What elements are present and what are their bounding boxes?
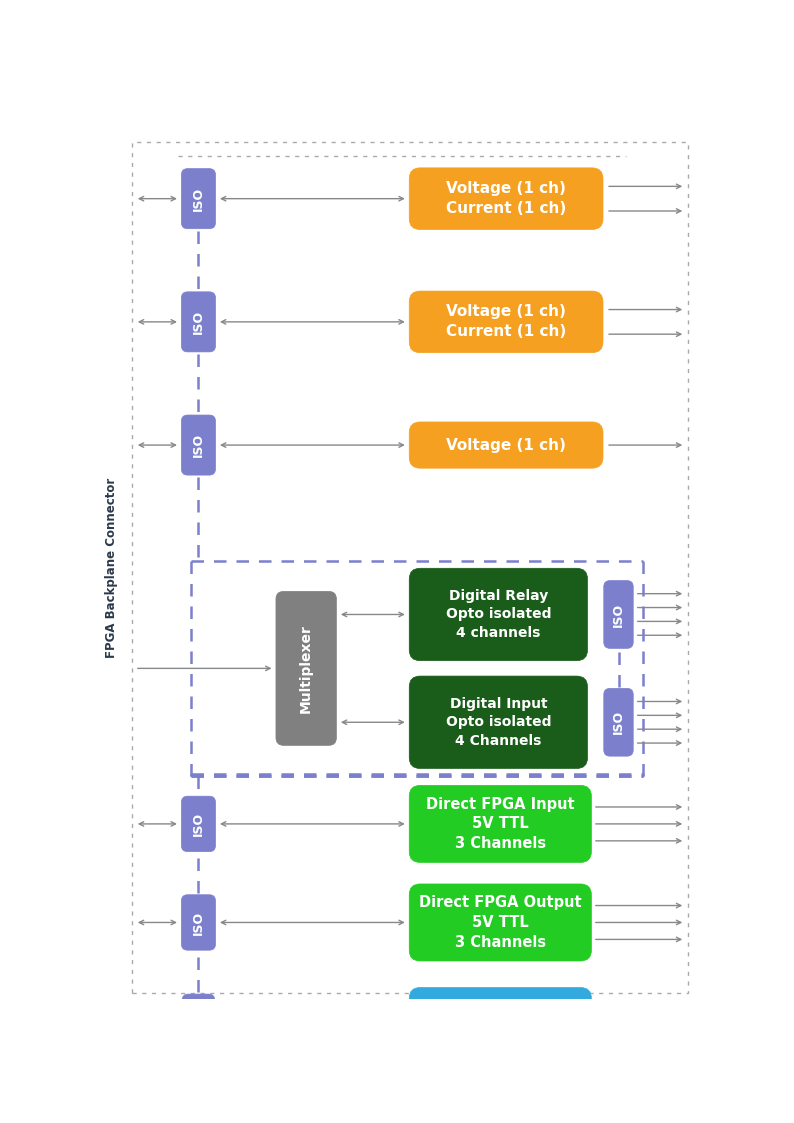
- Text: ISO: ISO: [192, 812, 205, 836]
- Text: ISO: ISO: [192, 433, 205, 457]
- FancyBboxPatch shape: [409, 167, 603, 229]
- FancyBboxPatch shape: [409, 785, 592, 862]
- Text: Direct FPGA Output
5V TTL
3 Channels: Direct FPGA Output 5V TTL 3 Channels: [419, 895, 582, 950]
- Text: ISO: ISO: [612, 710, 625, 734]
- Text: Multiplexer: Multiplexer: [299, 624, 313, 713]
- Text: FPGA Backplane Connector: FPGA Backplane Connector: [105, 478, 118, 658]
- FancyBboxPatch shape: [409, 676, 588, 768]
- Text: Power Supply
5/3.3V @ 25mA: Power Supply 5/3.3V @ 25mA: [435, 999, 565, 1034]
- FancyBboxPatch shape: [409, 422, 603, 468]
- Text: Voltage (1 ch): Voltage (1 ch): [446, 438, 566, 453]
- Text: ISO: ISO: [192, 911, 205, 934]
- FancyBboxPatch shape: [409, 568, 588, 660]
- Text: ISO: ISO: [612, 602, 625, 627]
- FancyBboxPatch shape: [603, 688, 634, 756]
- Text: - DC
+: - DC +: [184, 1002, 213, 1031]
- Text: Digital Relay
Opto isolated
4 channels: Digital Relay Opto isolated 4 channels: [445, 590, 551, 640]
- FancyBboxPatch shape: [276, 592, 337, 746]
- FancyBboxPatch shape: [181, 416, 215, 475]
- Text: Digital Input
Opto isolated
4 Channels: Digital Input Opto isolated 4 Channels: [445, 697, 551, 748]
- Text: Voltage (1 ch)
Current (1 ch): Voltage (1 ch) Current (1 ch): [446, 181, 566, 216]
- FancyBboxPatch shape: [603, 581, 634, 648]
- Text: ISO: ISO: [192, 186, 205, 211]
- FancyBboxPatch shape: [181, 292, 215, 351]
- FancyBboxPatch shape: [182, 994, 214, 1039]
- Text: Direct FPGA Input
5V TTL
3 Channels: Direct FPGA Input 5V TTL 3 Channels: [426, 796, 575, 851]
- FancyBboxPatch shape: [409, 884, 592, 961]
- FancyBboxPatch shape: [181, 168, 215, 229]
- FancyBboxPatch shape: [409, 987, 592, 1046]
- Text: ISO: ISO: [192, 310, 205, 334]
- FancyBboxPatch shape: [181, 796, 215, 851]
- FancyBboxPatch shape: [409, 291, 603, 353]
- Text: Voltage (1 ch)
Current (1 ch): Voltage (1 ch) Current (1 ch): [446, 304, 566, 339]
- FancyBboxPatch shape: [181, 895, 215, 950]
